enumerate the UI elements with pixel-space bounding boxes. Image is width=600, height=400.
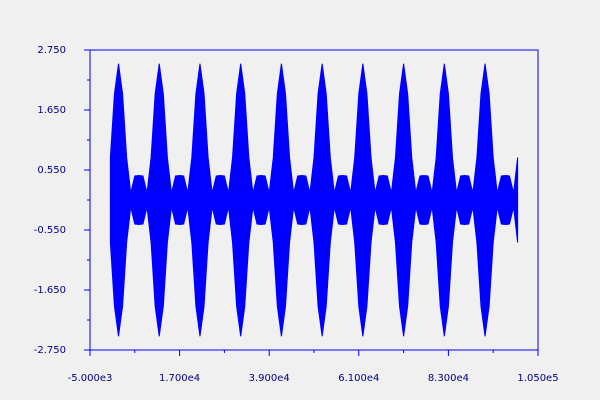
x-tick-label: 1.700e4 bbox=[159, 373, 200, 384]
x-tick-label: 6.100e4 bbox=[338, 373, 379, 384]
y-tick-label: 2.750 bbox=[37, 45, 66, 56]
x-tick-label: 3.900e4 bbox=[249, 373, 290, 384]
y-tick-label: -2.750 bbox=[34, 345, 66, 356]
y-tick-label: 0.550 bbox=[37, 165, 66, 176]
signal-area bbox=[109, 199, 519, 337]
x-tick-label: 8.300e4 bbox=[428, 373, 469, 384]
x-tick-label: 1.050e5 bbox=[517, 373, 558, 384]
y-tick-label: -1.650 bbox=[34, 285, 66, 296]
signal-area bbox=[109, 63, 519, 201]
y-tick-label: -0.550 bbox=[34, 225, 66, 236]
y-tick-label: 1.650 bbox=[37, 105, 66, 116]
x-tick-label: -5.000e3 bbox=[68, 373, 113, 384]
